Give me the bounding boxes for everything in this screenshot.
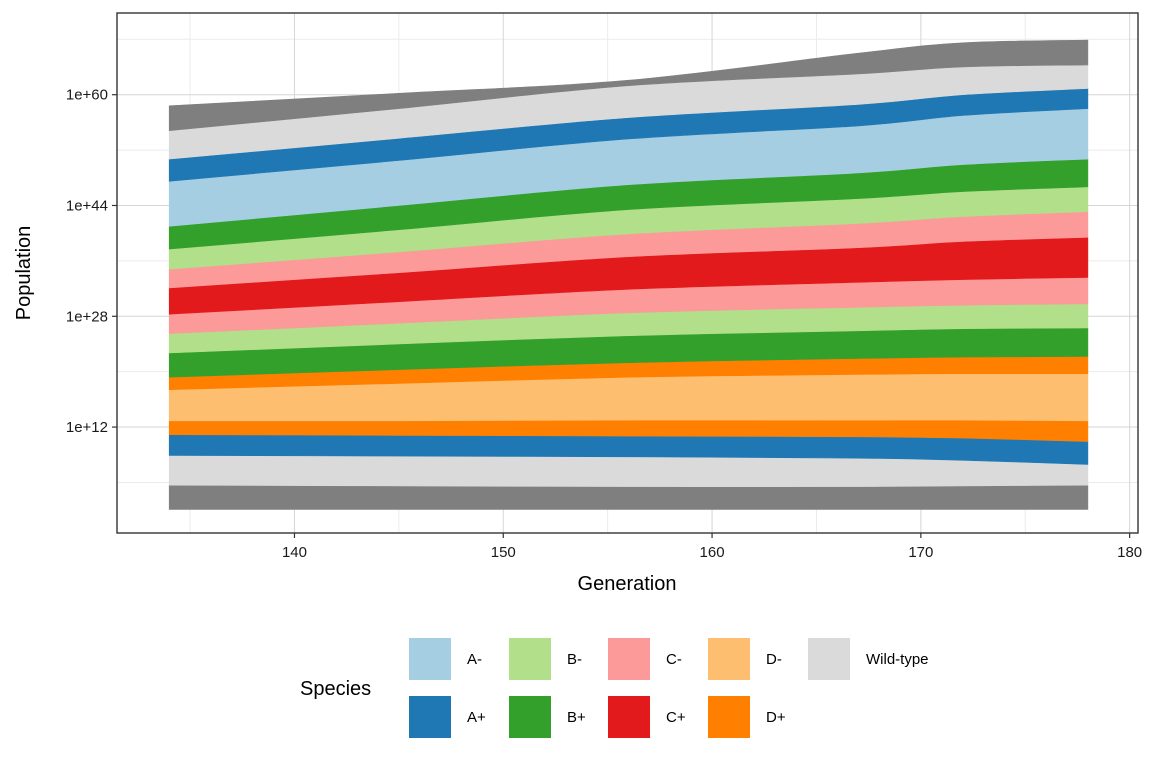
legend-label: B+ (567, 708, 586, 726)
legend-key (708, 638, 750, 680)
y-axis-title: Population (13, 226, 35, 321)
legend: Species A- B- C- D- Wild-type A+ B+ C+ D+ (300, 630, 1000, 750)
legend-key (509, 638, 551, 680)
x-axis-title: Generation (578, 573, 677, 595)
x-axis: 140 150 160 170 180 (282, 533, 1142, 561)
stream-bands (168, 39, 1089, 510)
legend-item: Wild-type (808, 638, 929, 680)
legend-item: A+ (409, 696, 486, 738)
legend-item: B+ (509, 696, 586, 738)
legend-label: D- (766, 650, 782, 668)
x-tick-label: 150 (491, 544, 516, 561)
band-wild-type-dark (168, 484, 1089, 510)
legend-item: B- (509, 638, 582, 680)
panel-border (116, 12, 1139, 534)
legend-label: D+ (766, 708, 786, 726)
legend-label: A- (467, 650, 482, 668)
legend-label: C+ (666, 708, 686, 726)
legend-key (808, 638, 850, 680)
legend-item: A- (409, 638, 482, 680)
x-tick-label: 170 (908, 544, 933, 561)
legend-title: Species (300, 678, 372, 700)
legend-item: D- (708, 638, 782, 680)
legend-label: C- (666, 650, 682, 668)
legend-label: A+ (467, 708, 486, 726)
legend-label: B- (567, 650, 582, 668)
y-tick-label: 1e+12 (66, 419, 108, 436)
legend-item: C- (608, 638, 682, 680)
x-tick-label: 180 (1117, 544, 1142, 561)
y-tick-label: 1e+60 (66, 87, 108, 104)
legend-key (608, 696, 650, 738)
y-tick-label: 1e+28 (66, 308, 108, 325)
x-tick-label: 160 (700, 544, 725, 561)
legend-key (409, 696, 451, 738)
legend-key (608, 638, 650, 680)
x-tick-label: 140 (282, 544, 307, 561)
legend-label: Wild-type (866, 650, 929, 668)
legend-item: D+ (708, 696, 786, 738)
legend-key (409, 638, 451, 680)
y-tick-label: 1e+44 (66, 197, 108, 214)
legend-item: C+ (608, 696, 686, 738)
band-wild-type-dark (168, 39, 1089, 132)
y-axis: 1e+12 1e+28 1e+44 1e+60 (66, 87, 117, 436)
legend-key (509, 696, 551, 738)
legend-key (708, 696, 750, 738)
